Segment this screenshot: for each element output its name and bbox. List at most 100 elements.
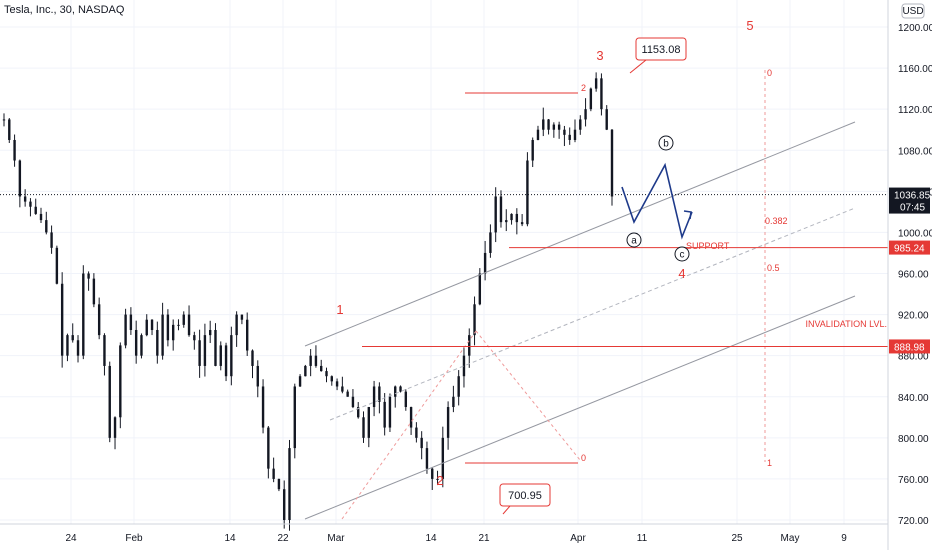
candle-body [394, 386, 397, 397]
candle-body [66, 335, 69, 356]
fib-ext-label: 2 [581, 83, 586, 93]
candle-body [388, 396, 392, 428]
price-axis-badge-text: 1036.85 [894, 191, 931, 202]
price-axis-badge [889, 240, 930, 255]
price-tick-label: 960.00 [898, 270, 929, 281]
candle-body [510, 213, 513, 221]
candle-body [304, 365, 307, 377]
candle-body [177, 324, 180, 326]
candle-body [473, 304, 476, 336]
subwave-label-c: c [680, 250, 685, 261]
fib-trend-line [341, 330, 477, 520]
candle-body [82, 273, 85, 356]
candle-body [103, 335, 106, 366]
time-tick-label: 14 [425, 533, 437, 544]
candle-body [60, 283, 64, 356]
candle-body [50, 232, 53, 248]
candle-body [605, 109, 608, 130]
subwave-circle-b [658, 135, 674, 151]
candle-body [150, 319, 154, 330]
subwave-label-b: b [663, 139, 669, 150]
candle-body [293, 386, 296, 449]
candle-body [489, 232, 492, 253]
projection-arrowhead [683, 210, 692, 220]
candle-body [468, 335, 471, 356]
fib-level-label: 1 [767, 458, 772, 468]
price-tick-label: 920.00 [898, 311, 929, 322]
time-tick-label: 25 [731, 533, 743, 544]
candle-body [187, 314, 191, 336]
price-tick-label: 880.00 [898, 352, 929, 363]
price-axis-badge [889, 339, 930, 354]
candle-body [87, 273, 90, 279]
candle-body [171, 324, 175, 341]
candle-body [272, 468, 275, 479]
candle-body [267, 427, 270, 469]
candle-body [515, 213, 519, 223]
candle-body [335, 381, 339, 387]
price-tick-label: 1000.00 [898, 228, 932, 239]
candle-body [288, 448, 291, 520]
candle-body [399, 386, 402, 392]
candle-body [362, 417, 365, 438]
candle-body [214, 329, 217, 366]
candle-body [452, 396, 455, 408]
wave-label-1: 1 [336, 302, 343, 317]
channel-mid-line [329, 207, 856, 421]
wave-label-3: 3 [596, 48, 603, 63]
time-tick-label: 21 [478, 533, 490, 544]
candle-body [568, 134, 571, 140]
candle-body [140, 335, 143, 356]
candle-body [2, 119, 6, 121]
candle-body [542, 119, 545, 130]
time-tick-label: 22 [277, 533, 289, 544]
price-tick-label: 720.00 [898, 516, 929, 527]
candle-body [520, 222, 524, 225]
candle-body [563, 129, 566, 135]
candle-body [425, 448, 429, 469]
price-tick-label: 840.00 [898, 393, 929, 404]
candle-body [230, 335, 233, 377]
candle-body [208, 329, 212, 336]
candle-body [431, 468, 434, 479]
price-callout-box [635, 37, 687, 61]
currency-label: USD [902, 6, 923, 17]
candle-body [420, 437, 423, 449]
channel-lower-line [304, 295, 856, 520]
invalidation-label: INVALIDATION LVL. [805, 319, 887, 329]
candle-body [113, 417, 117, 438]
price-axis-bg [888, 0, 932, 550]
price-callout-box [499, 483, 551, 507]
price-axis-badge [889, 187, 930, 214]
callout-pointer [629, 59, 647, 74]
fib-level-label: 0.382 [765, 216, 788, 226]
candle-body [256, 365, 259, 387]
candle-body [23, 196, 27, 202]
price-callout-text: 1153.08 [642, 44, 681, 56]
fib-level-label: 0.5 [767, 263, 780, 273]
price-tick-label: 760.00 [898, 475, 929, 486]
time-tick-label: Apr [570, 533, 586, 544]
price-tick-label: 1200.00 [898, 23, 932, 34]
candle-body [600, 78, 603, 110]
candle-body [193, 335, 196, 341]
candle-body [584, 109, 587, 120]
candle-body [13, 139, 16, 161]
candle-body [298, 376, 302, 387]
candle-body [39, 213, 43, 221]
candle-body [536, 129, 540, 140]
candle-body [76, 340, 80, 356]
time-tick-label: Mar [327, 533, 345, 544]
wave-label-4: 4 [678, 266, 685, 281]
candle-body [277, 478, 281, 490]
time-axis: 24 Feb 14 22 Mar 14 21 Apr 11 25 May 9 [0, 523, 888, 544]
candle-body [235, 314, 238, 336]
candle-body [240, 314, 244, 320]
candle-body [579, 119, 582, 130]
candle-body [145, 319, 148, 336]
candle-body [372, 386, 376, 408]
price-callout-text: 700.95 [508, 490, 542, 502]
subwave-circle-c [674, 246, 690, 262]
